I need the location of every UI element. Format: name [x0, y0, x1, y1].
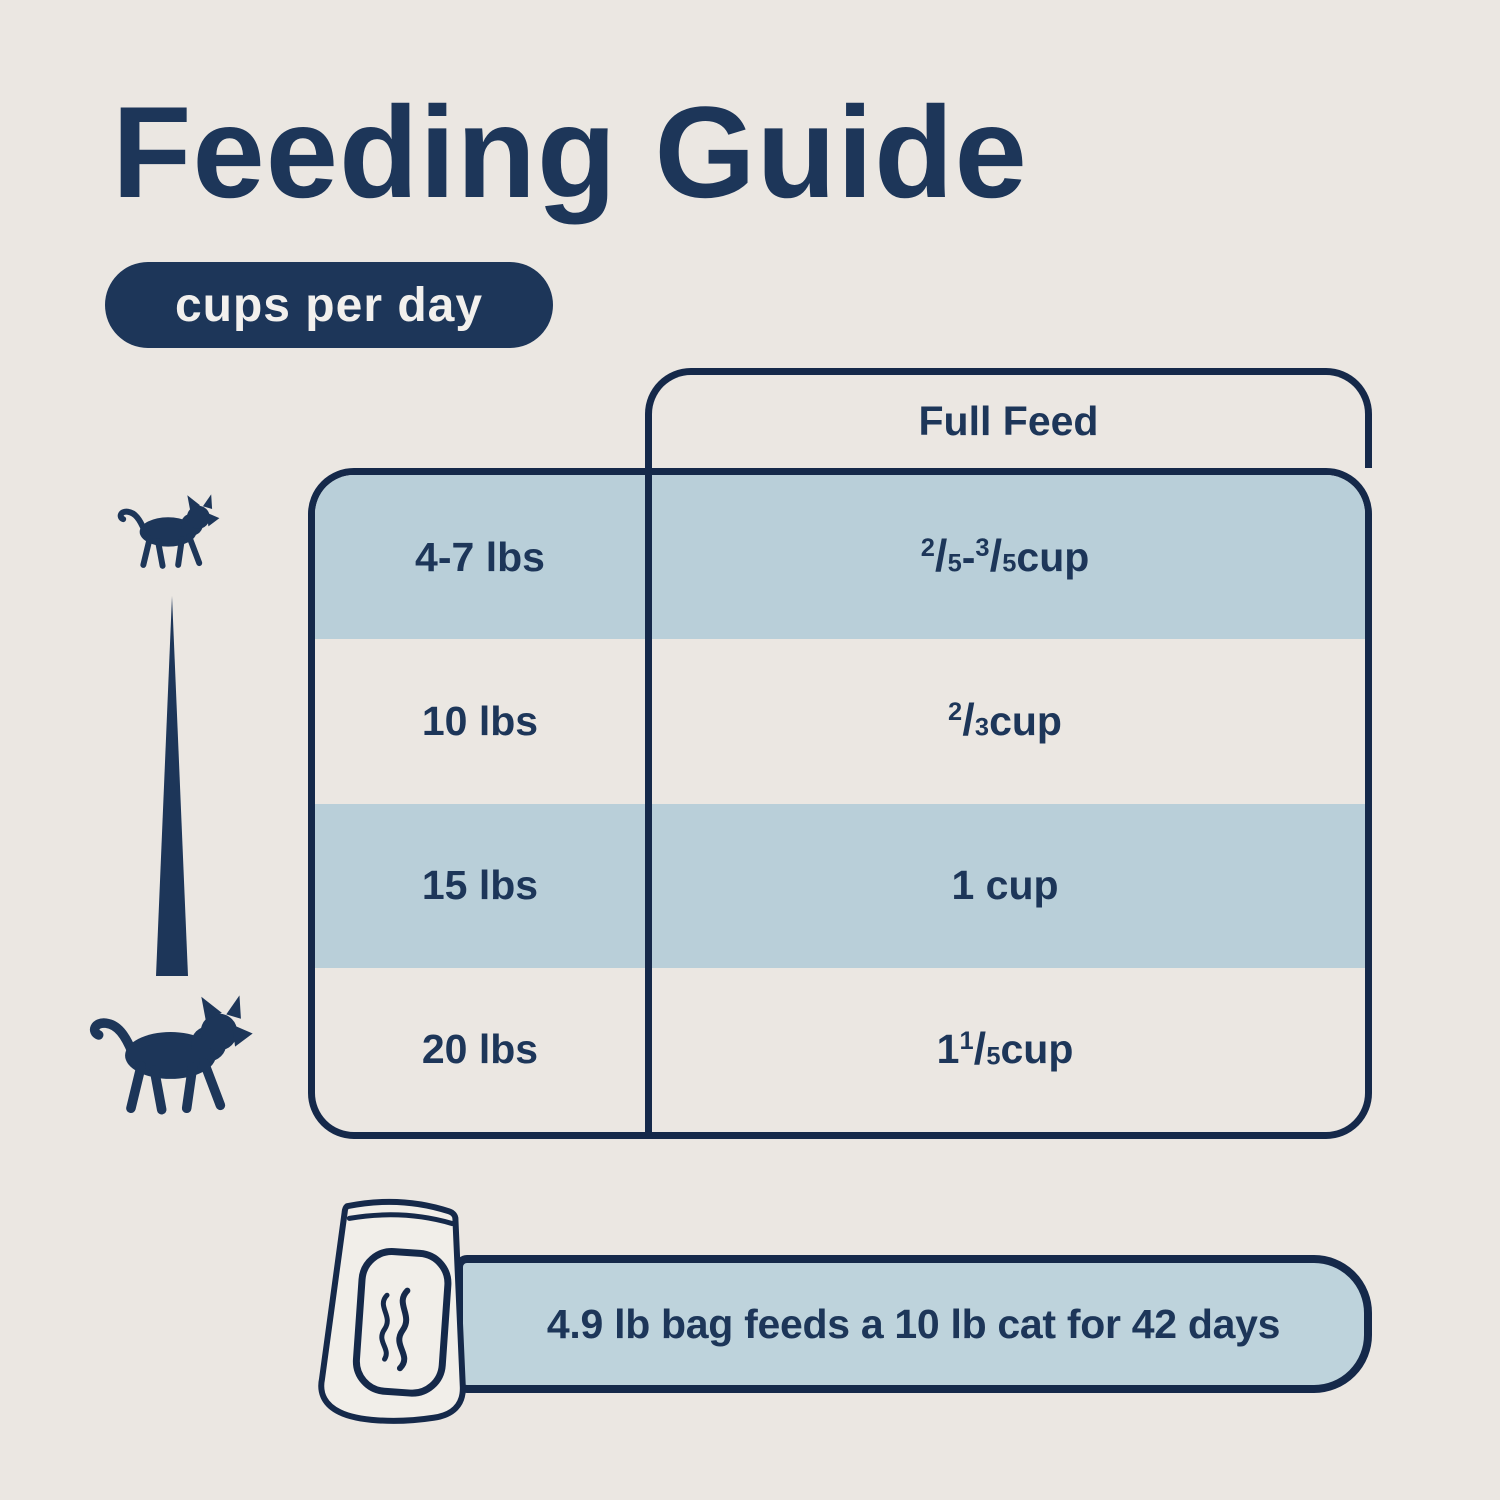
- units-badge: cups per day: [105, 262, 553, 348]
- weight-cell: 15 lbs: [421, 862, 539, 909]
- small-cat-icon: [117, 494, 220, 569]
- bag-fold-line: [346, 1212, 455, 1227]
- table-row: 15 lbs 1 cup: [315, 803, 1365, 968]
- bag-window: [352, 1248, 452, 1397]
- column-divider: [645, 475, 652, 1132]
- units-badge-label: cups per day: [174, 278, 484, 332]
- food-bag-icon: [318, 1198, 466, 1424]
- table-row: 20 lbs 1 1/5 cup: [315, 968, 1365, 1132]
- amount-cell: 1 1/5 cup: [936, 1024, 1074, 1074]
- size-scale-wedge-icon: [156, 596, 188, 976]
- steam-icon: [379, 1287, 411, 1372]
- amount-cell: 1 cup: [951, 862, 1059, 909]
- bag-note-text: 4.9 lb bag feeds a 10 lb cat for 42 days: [546, 1300, 1281, 1347]
- table-row: 4-7 lbs 2/5 - 3/5 cup: [315, 475, 1365, 640]
- weight-cell: 4-7 lbs: [415, 533, 545, 580]
- weight-cell: 10 lbs: [421, 697, 539, 744]
- full-feed-label: Full Feed: [918, 398, 1099, 444]
- page-title: Feeding Guide: [112, 79, 1028, 225]
- full-feed-column-header: Full Feed: [645, 368, 1372, 468]
- feeding-table: 4-7 lbs 2/5 - 3/5 cup 10 lbs 2/3 cup 15 …: [308, 468, 1372, 1139]
- table-row: 10 lbs 2/3 cup: [315, 639, 1365, 803]
- weight-cell: 20 lbs: [421, 1026, 539, 1073]
- bag-note-banner: 4.9 lb bag feeds a 10 lb cat for 42 days: [455, 1255, 1372, 1393]
- large-cat-icon: [89, 995, 253, 1115]
- amount-cell: 2/3 cup: [948, 696, 1062, 746]
- amount-cell: 2/5 - 3/5 cup: [920, 531, 1090, 581]
